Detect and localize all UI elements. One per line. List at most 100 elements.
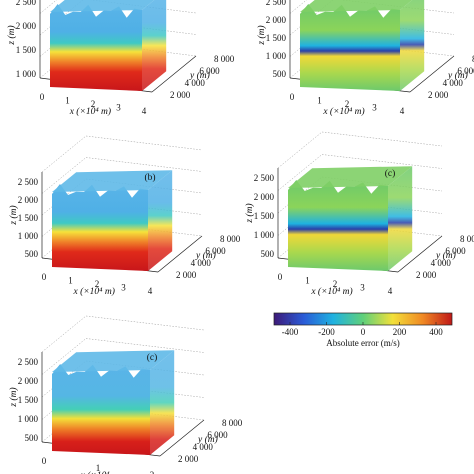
z-tick-label: 500 — [25, 433, 39, 443]
x-axis-label: x (×10⁴ m) — [322, 106, 364, 117]
x-tick-label: 2 — [91, 99, 96, 109]
y-tick-label: 2 000 — [178, 454, 199, 464]
y-tick-label: 6 000 — [199, 66, 220, 76]
model-top-face — [52, 350, 175, 372]
panel-top-left: 1 000 1 500 2 000 2 500 z (m) 0 1 2 3 4 x (×10⁴ m)… — [6, 0, 235, 117]
y-tick-label: 2 000 — [176, 270, 197, 280]
y-tick-label: 6 000 — [445, 246, 466, 256]
x-tick-label: 2 — [345, 99, 350, 109]
x-tick-label: 2 — [150, 470, 155, 474]
y-tick-label: 4 000 — [431, 258, 452, 268]
z-tick-label: 2 000 — [18, 376, 39, 386]
y-tick-label: 4 000 — [185, 78, 206, 88]
y-axis-label: y (m) — [195, 250, 216, 261]
model-front-face — [300, 4, 400, 91]
z-tick-label: 2 000 — [254, 192, 275, 202]
x-tick-label: 0 — [290, 92, 295, 102]
z-tick-label: 1 000 — [18, 414, 39, 424]
x-tick-label: 1 — [65, 96, 70, 106]
z-tick-label: 1 500 — [18, 213, 39, 223]
y-tick-label: 6 000 — [205, 246, 226, 256]
z-tick-label: 2 000 — [16, 21, 37, 31]
y-tick-label: 8 000 — [220, 234, 241, 244]
z-axis-label: z (m) — [8, 387, 19, 407]
model-front-face — [52, 364, 150, 455]
colorbar-tick-label: 200 — [393, 327, 407, 337]
y-tick-label: 8 000 — [460, 234, 474, 244]
z-tick-label: 1 000 — [18, 231, 39, 241]
y-tick-label: 2 000 — [428, 90, 449, 100]
y-axis-label: y (m) — [189, 70, 210, 81]
panel-bottom-left: 500 1 000 1 500 2 000 2 500 z (m) 0 1 2 x (×10⁴ 2 … — [8, 315, 243, 474]
z-tick-label: 2 000 — [266, 15, 287, 25]
z-tick-label: 2 500 — [266, 0, 287, 7]
y-tick-label: 2 000 — [170, 90, 191, 100]
z-tick-label: 2 500 — [18, 357, 39, 367]
x-tick-label: 0 — [42, 456, 47, 466]
z-axis-label: z (m) — [8, 205, 19, 225]
colorbar-label: Absolute error (m/s) — [326, 338, 399, 348]
colorbar: -400 -200 0 200 400 Absolute error (m/s) — [273, 312, 453, 348]
y-tick-label: 2 000 — [416, 270, 437, 280]
z-tick-label: 1 500 — [18, 395, 39, 405]
x-tick-label: 3 — [360, 283, 365, 293]
model-side-face — [150, 350, 175, 455]
z-axis-label: z (m) — [256, 25, 267, 45]
panel-label: (c) — [385, 168, 396, 179]
y-axis-label: y (m) — [447, 70, 468, 81]
x-tick-label: 1 — [317, 96, 322, 106]
x-tick-label: 0 — [40, 92, 45, 102]
x-tick-label: 3 — [121, 283, 126, 293]
x-tick-label: 4 — [388, 286, 393, 296]
x-axis-label: x (×10⁴ m) — [310, 286, 352, 297]
y-tick-label: 8 000 — [472, 54, 474, 64]
colorbar-tick-label: -200 — [318, 327, 335, 337]
model-side-face — [148, 170, 173, 271]
z-tick-label: 2 500 — [16, 0, 37, 7]
panel-label: (c) — [147, 352, 158, 363]
x-tick-label: 1 — [96, 463, 101, 473]
z-tick-label: 500 — [273, 69, 287, 79]
panel-label: (b) — [144, 172, 155, 183]
panel-middle-right: 500 1 000 1 500 2 000 2 500 z (m) 0 1 2 3 4 x (×10⁴… — [244, 131, 474, 297]
colorbar-tick-label: -400 — [282, 327, 299, 337]
z-tick-label: 1 000 — [16, 69, 37, 79]
x-tick-label: 1 — [305, 276, 310, 286]
model-top-face — [288, 166, 413, 188]
colorbar-tick-label: 0 — [361, 327, 366, 337]
panel-middle-left: 500 1 000 1 500 2 000 2 500 z (m) 0 1 2 3 4 x (×10⁴… — [8, 135, 241, 297]
panel-top-right: 500 1 000 1 500 2 000 2 500 z (m) 0 1 2 3 4 x (×10⁴… — [256, 0, 474, 117]
z-tick-label: 1 500 — [254, 211, 275, 221]
x-tick-label: 0 — [42, 272, 47, 282]
z-tick-label: 1 500 — [266, 33, 287, 43]
x-axis-label: x (×10⁴ m) — [73, 286, 115, 297]
x-tick-label: 4 — [148, 286, 153, 296]
colorbar-tick-label: 400 — [429, 327, 443, 337]
x-tick-label: 4 — [400, 106, 405, 116]
x-tick-label: 2 — [95, 279, 100, 289]
z-tick-label: 500 — [261, 249, 275, 259]
y-tick-label: 6 000 — [207, 430, 228, 440]
z-tick-label: 500 — [25, 249, 39, 259]
z-tick-label: 1 500 — [16, 45, 37, 55]
y-tick-label: 8 000 — [214, 54, 235, 64]
x-tick-label: 2 — [333, 279, 338, 289]
z-tick-label: 2 500 — [18, 177, 39, 187]
y-axis-label: y (m) — [197, 434, 218, 445]
model-top-face — [300, 0, 413, 12]
model-side-face — [142, 0, 167, 91]
y-tick-label: 4 000 — [191, 258, 212, 268]
y-tick-label: 8 000 — [222, 418, 243, 428]
model-top-face — [50, 0, 155, 12]
model-top-face — [52, 170, 173, 192]
z-tick-label: 2 000 — [18, 195, 39, 205]
y-axis-label: y (m) — [435, 250, 456, 261]
x-axis-label: x (×10⁴ m) — [69, 106, 111, 117]
model-side-face — [388, 166, 413, 271]
z-tick-label: 2 500 — [254, 173, 275, 183]
y-tick-label: 6 000 — [457, 66, 474, 76]
model-front-face — [288, 180, 388, 271]
x-tick-label: 0 — [278, 272, 283, 282]
z-axis-label: z (m) — [244, 203, 255, 223]
